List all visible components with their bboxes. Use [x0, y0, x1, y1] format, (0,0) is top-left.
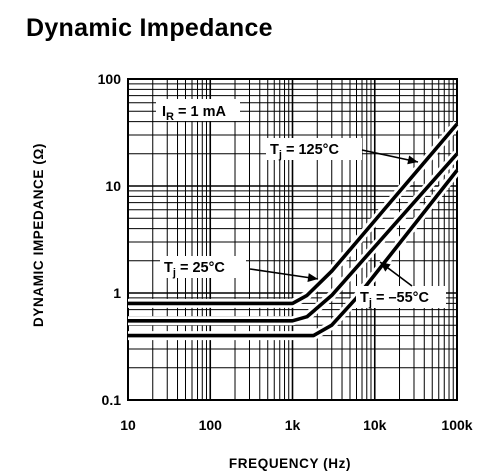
label-background: [160, 256, 246, 278]
y-tick-label: 100: [98, 71, 122, 87]
annotations: IR = 1 mA Tj = 125°C Tj = 25°C Tj = –55°C: [156, 99, 446, 309]
y-tick-label: 10: [105, 178, 121, 194]
plot-frame: [127, 78, 458, 401]
x-tick-label: 10: [120, 417, 136, 433]
y-axis-title: DYNAMIC IMPEDANCE (Ω): [31, 143, 46, 327]
condition-label: IR = 1 mA: [162, 104, 226, 123]
label-background: [266, 138, 362, 160]
page-title: Dynamic Impedance: [26, 14, 273, 42]
series-line-1: [128, 152, 459, 323]
x-tick-label: 100k: [441, 417, 472, 433]
series-label-25c: Tj = 25°C: [164, 260, 225, 279]
series-lines: [128, 121, 461, 341]
y-tick-label: 0.1: [102, 392, 122, 408]
annotation-arrowhead: [380, 262, 391, 272]
series-label-minus55c: Tj = –55°C: [360, 290, 429, 309]
x-tick-label: 100: [199, 417, 223, 433]
x-axis-title: FREQUENCY (Hz): [229, 456, 351, 471]
y-tick-label: 1: [113, 285, 121, 301]
plot-border: [127, 78, 458, 401]
label-background: [156, 99, 240, 121]
x-tick-label: 1k: [285, 417, 301, 433]
series-line-2: [128, 169, 459, 338]
series-label-125c: Tj = 125°C: [270, 142, 339, 161]
label-background: [356, 286, 446, 308]
annotation-arrow: [249, 268, 319, 280]
annotation-arrowhead: [307, 273, 318, 282]
tick-labels: 10 100 1k 10k 100k 0.1 1 10 100: [98, 71, 473, 433]
series-line-0: [128, 122, 459, 306]
annotation-arrowhead: [407, 155, 418, 165]
x-tick-label: 10k: [363, 417, 387, 433]
